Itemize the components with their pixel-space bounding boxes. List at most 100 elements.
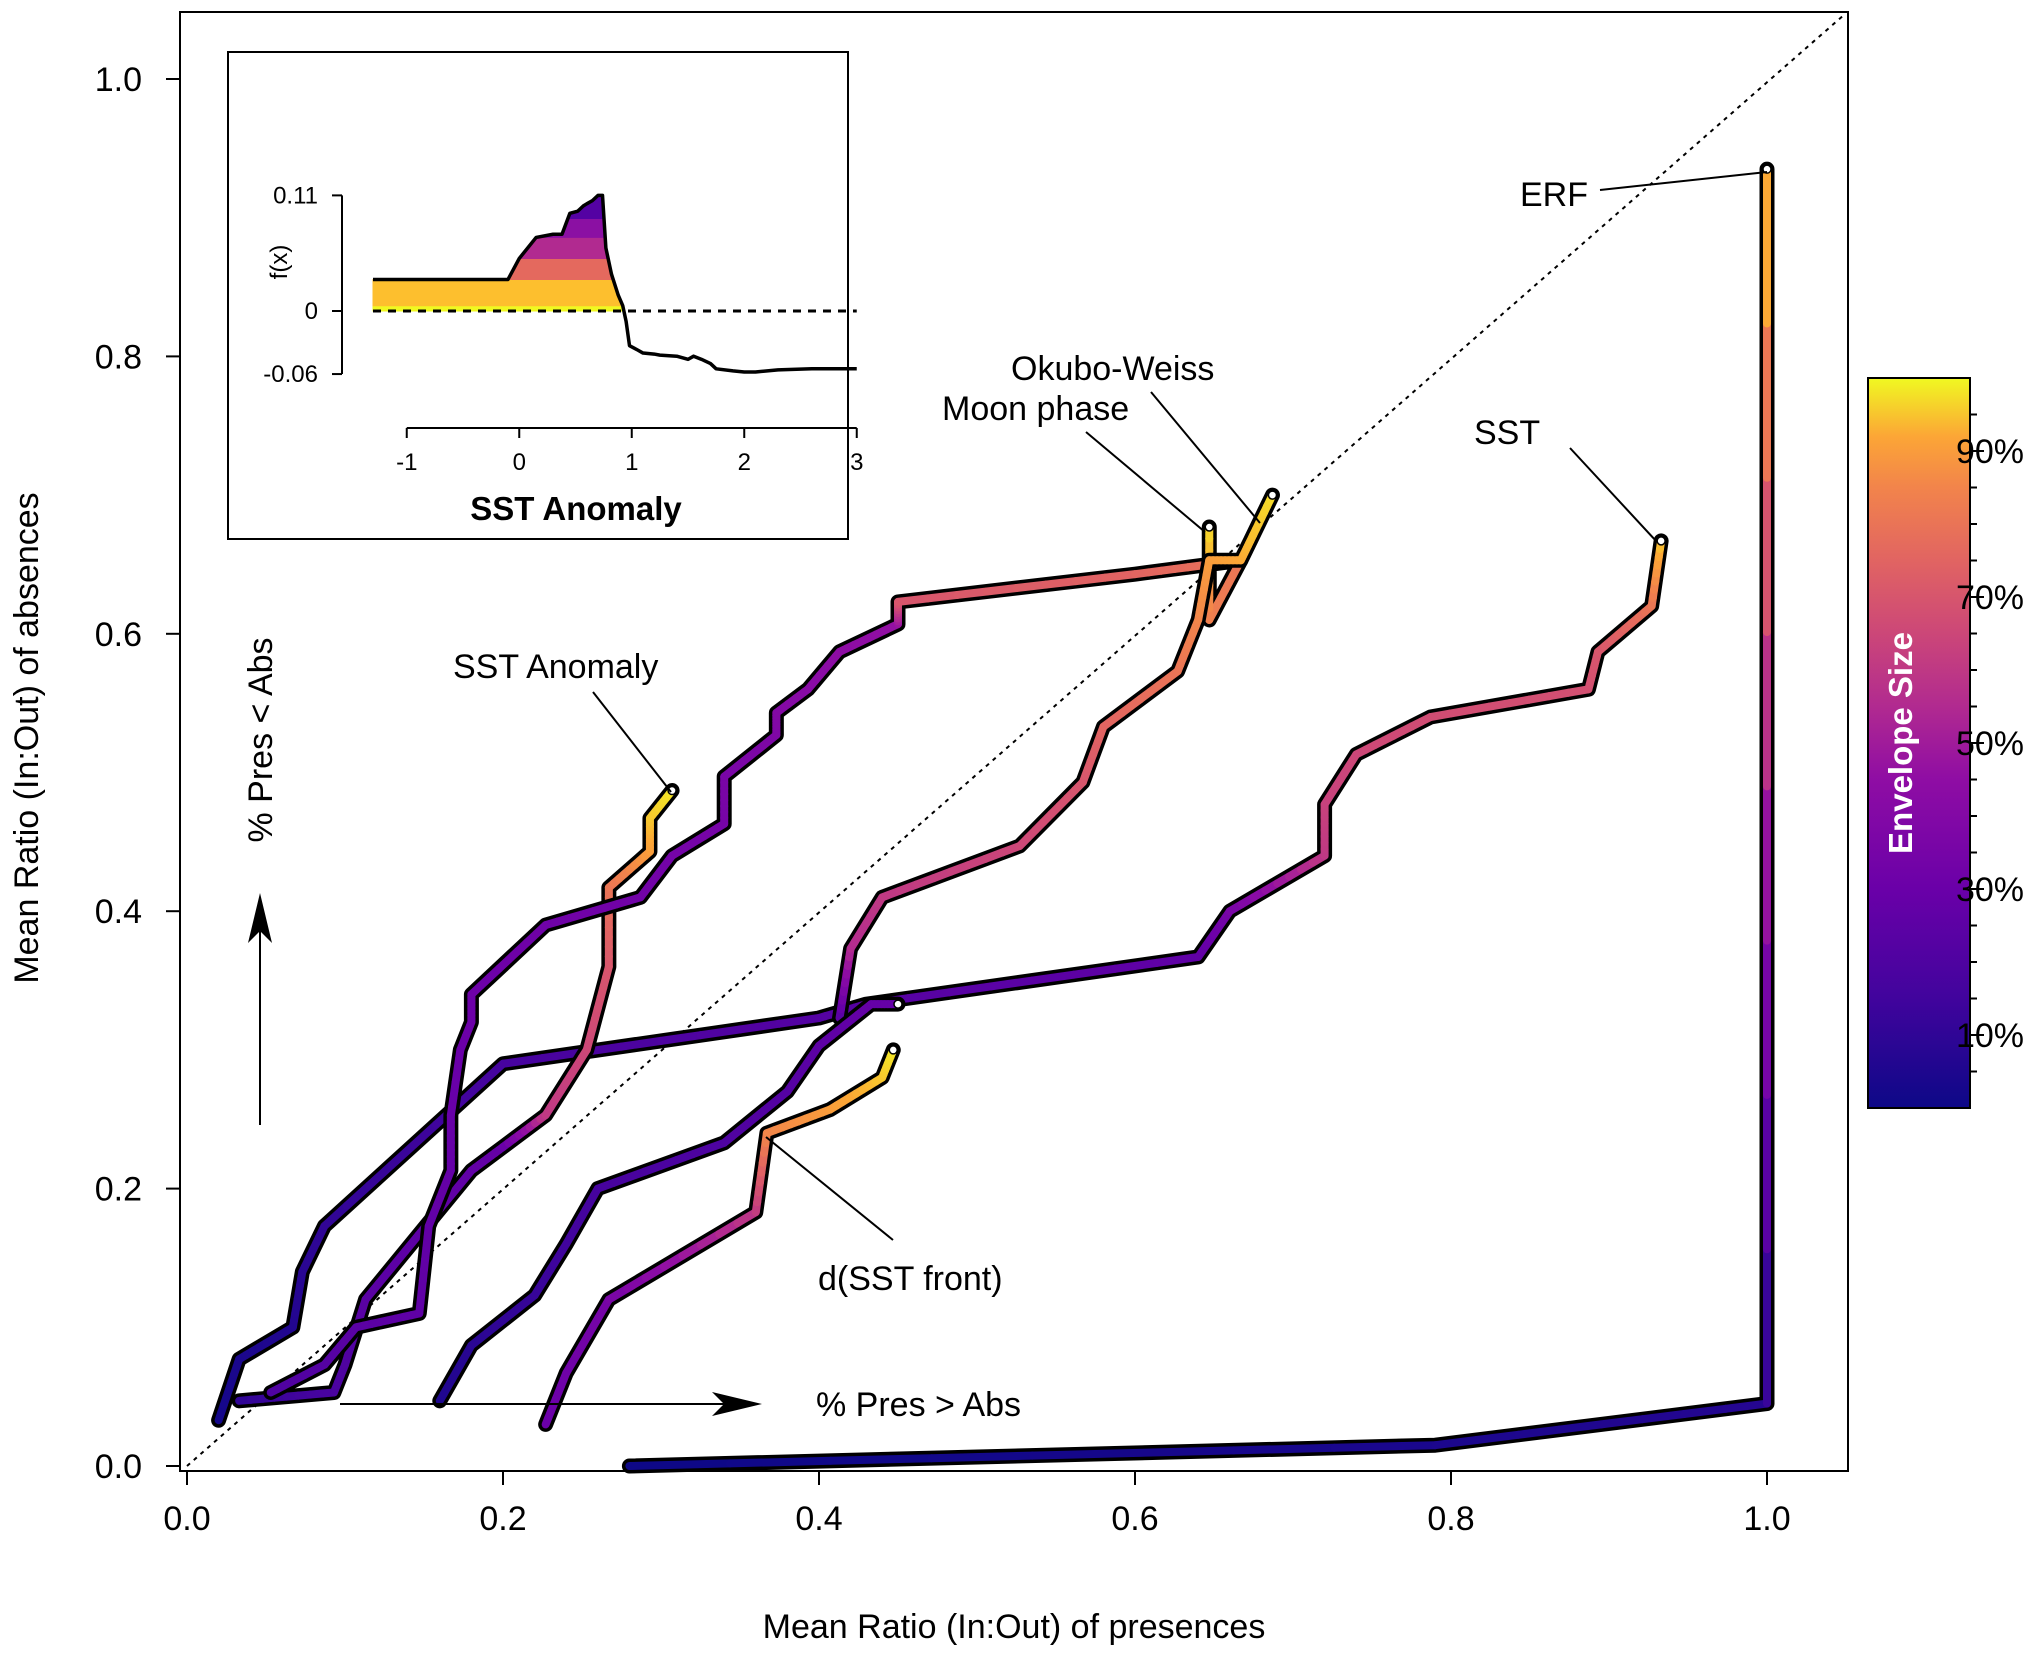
inset-x-tick-label: 3	[850, 449, 863, 476]
series-endpoint	[888, 1045, 899, 1055]
series-segment	[1229, 1443, 1339, 1455]
series-segment	[1101, 570, 1139, 582]
x-tick-label: 0.2	[479, 1500, 526, 1538]
series-segment	[387, 1140, 418, 1170]
series-segment	[1129, 1446, 1238, 1457]
main-axes: 0.0 0.2 0.4 0.6 0.8 1.0 0.0 0.2 0.4 0.6 0.8 1.0	[95, 61, 1791, 1538]
identity-reference-line	[186, 13, 1846, 1467]
colorbar-ticks: 10% 30% 50% 70% 90%	[1956, 413, 2024, 1073]
series-d-sst-front--5	[432, 996, 906, 1409]
series-segment	[1071, 573, 1110, 586]
series-sst-1	[211, 533, 1669, 1428]
series-endpoint	[893, 999, 903, 1009]
colorbar-tick-label: 70%	[1956, 579, 2024, 617]
series-segment	[986, 976, 1037, 991]
series-segment	[1472, 1430, 1523, 1444]
series-segment	[1012, 580, 1051, 593]
inset-plot: -0.06 0 0.11 -1 0 1 2 3	[263, 182, 863, 476]
inset-x-tick-label: 0	[513, 449, 526, 476]
inset-band-2	[507, 257, 613, 280]
x-tick-label: 0.6	[1111, 1500, 1158, 1538]
x-tick-label: 0.4	[795, 1500, 842, 1538]
sst-front-leader-line	[765, 1136, 894, 1241]
x-tick-label: 0.8	[1427, 1500, 1474, 1538]
sst-front-series-label: d(SST front)	[818, 1260, 1003, 1298]
y-tick-label: 0.2	[95, 1171, 142, 1209]
series-segment	[476, 1059, 507, 1089]
sst-anomaly-leader-line	[592, 691, 672, 793]
series-erf-0	[621, 161, 1775, 1474]
series-segment	[1431, 1435, 1481, 1450]
erf-leader-line	[1599, 171, 1768, 191]
inset-y-tick-label: 0.11	[273, 182, 318, 209]
inset-x-tick-label: 2	[738, 449, 751, 476]
series-okubo-weiss-4	[832, 487, 1280, 1026]
inset-panel: -0.06 0 0.11 -1 0 1 2 3 SST Anomaly f(x)	[227, 51, 863, 540]
series-segment	[736, 1019, 784, 1034]
colorbar-tick-label: 10%	[1956, 1017, 2024, 1055]
okubo-weiss-leader-line	[1150, 391, 1261, 524]
inset-y-tick-label: 0	[305, 298, 318, 325]
x-axis-title: Mean Ratio (In:Out) of presences	[763, 1608, 1266, 1646]
inset-y-axis-title: f(x)	[266, 245, 293, 280]
series-segment	[625, 1459, 735, 1470]
sst-anomaly-series-label: SST Anomaly	[453, 648, 658, 686]
series-segment	[923, 590, 962, 603]
pres-lt-abs-arrowhead	[248, 893, 272, 943]
inset-curve	[373, 193, 857, 374]
series-segment	[927, 1451, 1037, 1463]
okubo-weiss-series-label: Okubo-Weiss	[1011, 350, 1214, 388]
y-tick-label: 1.0	[95, 61, 142, 99]
series-segment	[826, 1454, 936, 1465]
inset-x-tick-label: 1	[625, 449, 638, 476]
series-segment	[775, 1013, 823, 1028]
series-segment	[982, 584, 1021, 596]
series-segment	[1028, 970, 1078, 985]
series-segment	[1069, 964, 1120, 979]
colorbar-tick-label: 50%	[1956, 725, 2024, 763]
inset-x-axis-title: SST Anomaly	[470, 490, 682, 527]
y-axis-title: Mean Ratio (In:Out) of absences	[8, 492, 46, 983]
series-segment	[953, 587, 991, 599]
series-endpoint	[1762, 164, 1772, 174]
y-tick-label: 0.6	[95, 616, 142, 654]
series-segment	[320, 1201, 351, 1231]
sst-leader-line	[1569, 447, 1658, 543]
series-segment	[894, 594, 932, 606]
series-endpoint	[667, 785, 677, 796]
inset-y-tick-label: -0.06	[263, 361, 318, 388]
series-labels: ERF SST SST Anomaly Moon phase Okubo-Wei…	[453, 171, 1768, 1298]
series-segment	[903, 988, 954, 1003]
pres-lt-abs-label: % Pres < Abs	[242, 637, 280, 842]
series-segment	[409, 1120, 441, 1149]
series-segment	[696, 1025, 744, 1040]
series-segment	[945, 982, 995, 997]
series-segment	[1680, 1404, 1730, 1418]
inset-band-1	[372, 278, 623, 307]
colorbar-tick-label: 30%	[1956, 871, 2024, 909]
series-segment	[726, 1456, 835, 1468]
series-segment	[1330, 1441, 1440, 1452]
series-segment	[342, 1181, 374, 1210]
colorbar: Envelope Size 10% 30% 50% 70% 90%	[1867, 377, 2024, 1109]
series-segment	[657, 1031, 705, 1045]
series-layer	[211, 161, 1775, 1474]
series-segment	[1111, 958, 1161, 973]
colorbar-title: Envelope Size	[1882, 632, 1919, 854]
y-tick-label: 0.8	[95, 338, 142, 376]
moon-phase-series-label: Moon phase	[942, 390, 1129, 428]
inset-x-tick-label: -1	[396, 449, 417, 476]
series-d-sst-front--6	[538, 1042, 901, 1432]
series-segment	[365, 1161, 396, 1190]
series-segment	[499, 1054, 547, 1068]
series-endpoint	[1656, 536, 1666, 546]
pres-gt-abs-arrowhead	[712, 1392, 762, 1416]
series-segment	[1042, 577, 1080, 589]
series-segment	[1638, 1409, 1689, 1424]
y-tick-label: 0.0	[95, 1448, 142, 1486]
x-tick-label: 0.0	[163, 1500, 210, 1538]
series-outline	[263, 519, 1249, 1400]
series-segment	[538, 1048, 586, 1063]
series-segment	[1152, 952, 1203, 967]
